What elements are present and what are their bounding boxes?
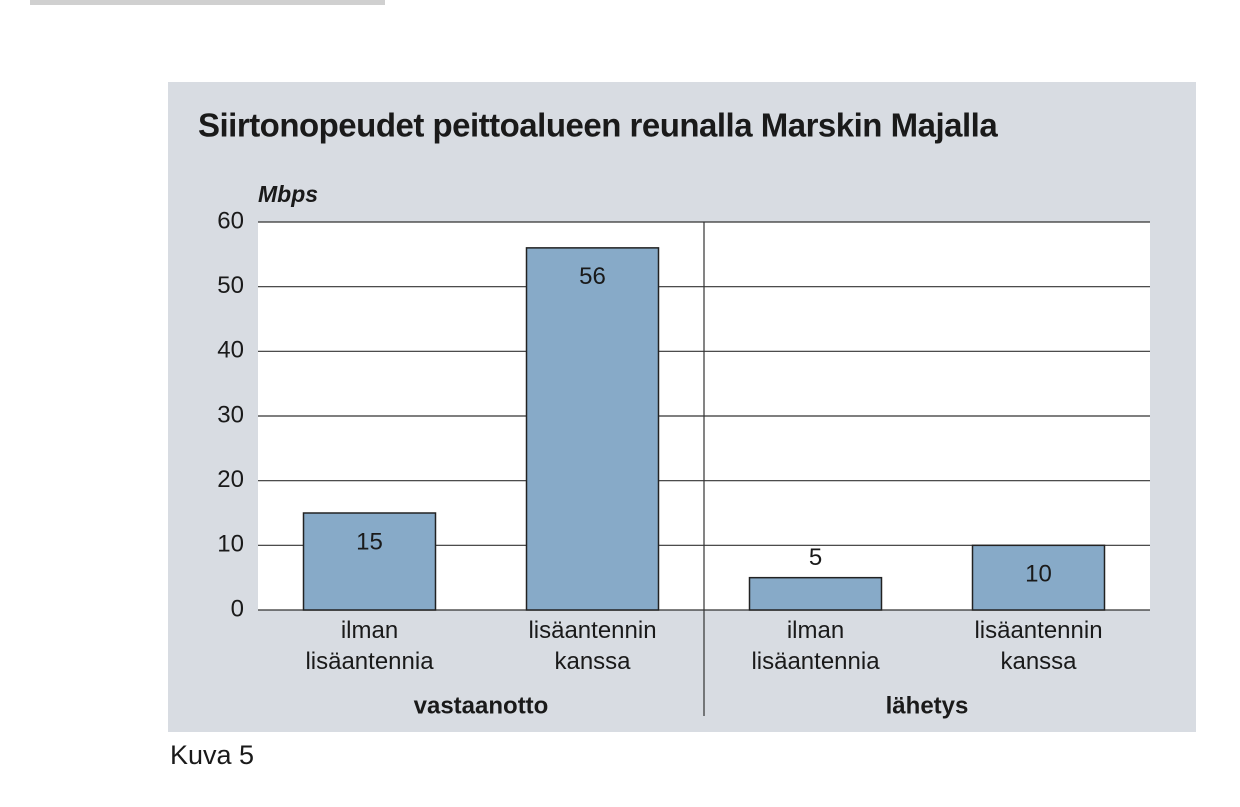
chart-title: Siirtonopeudet peittoalueen reunalla Mar… [198,107,998,144]
y-tick-label: 50 [217,272,244,299]
caption: Kuva 5 [170,740,254,770]
y-tick-label: 20 [217,466,244,493]
value-label: 15 [356,528,383,555]
value-label: 5 [809,544,822,571]
y-tick-label: 40 [217,337,244,364]
y-tick-label: 10 [217,531,244,558]
bar [748,576,883,611]
group-label: lähetys [886,692,969,719]
x-tick-label: lisäantennin kanssa [528,617,656,675]
y-tick-label: 60 [217,207,244,234]
x-tick-label: ilman lisäantennia [751,617,880,675]
y-tick-label: 30 [217,401,244,428]
y-axis-label: Mbps [258,181,318,207]
top-strip [30,0,385,5]
bar [971,544,1106,611]
bar [302,512,437,611]
bar [525,247,660,611]
y-tick-label: 0 [231,595,244,622]
x-tick-label: ilman lisäantennia [305,617,434,675]
x-tick-label: lisäantennin kanssa [974,617,1102,675]
group-label: vastaanotto [414,692,549,719]
value-label: 56 [579,263,606,290]
value-label: 10 [1025,561,1052,588]
